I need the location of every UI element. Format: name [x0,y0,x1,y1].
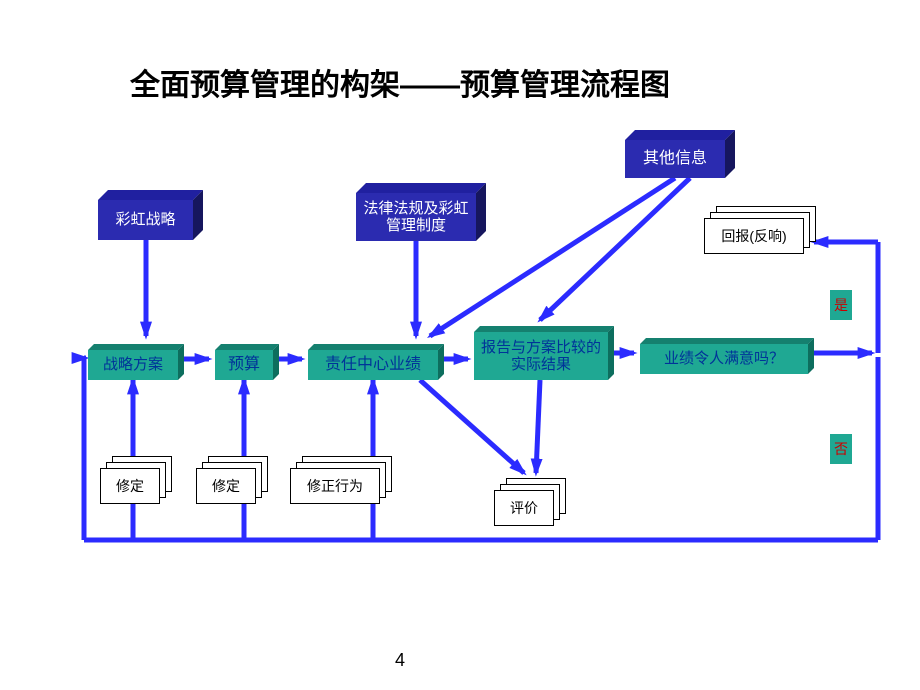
report-compare: 报告与方案比较的实际结果 [474,326,614,380]
rainbow-strategy-label: 彩虹战略 [98,200,193,240]
resp-center: 责任中心业绩 [308,344,444,380]
revise1-stack: 修定 [100,456,174,506]
evaluate-label: 评价 [494,490,554,526]
satisfied-label: 业绩令人满意吗？ [640,344,808,374]
feedback-label: 回报(反响) [704,218,804,254]
budget-label: 预算 [215,350,273,380]
other-info: 其他信息 [625,130,735,178]
satisfied: 业绩令人满意吗？ [640,338,814,374]
feedback-stack: 回报(反响) [704,206,818,256]
a-other-to-rep [540,178,690,320]
revise2-label: 修定 [196,468,256,504]
correct-stack: 修正行为 [290,456,394,506]
correct-label: 修正行为 [290,468,380,504]
rainbow-strategy: 彩虹战略 [98,190,203,240]
strategy-plan: 战略方案 [88,344,184,380]
strategy-plan-label: 战略方案 [88,350,178,380]
page-title: 全面预算管理的构架——预算管理流程图 [130,60,670,104]
revise2-stack: 修定 [196,456,270,506]
other-info-label: 其他信息 [625,140,725,178]
laws-regs-label: 法律法规及彩虹管理制度 [356,193,476,241]
resp-center-label: 责任中心业绩 [308,350,438,380]
a-eval-down1 [420,380,524,473]
no-label: 否 [830,434,852,464]
revise1-label: 修定 [100,468,160,504]
evaluate-stack: 评价 [494,478,568,528]
laws-regs: 法律法规及彩虹管理制度 [356,183,486,241]
page-number: 4 [395,650,405,671]
report-compare-label: 报告与方案比较的实际结果 [474,332,608,380]
budget: 预算 [215,344,279,380]
yes-label: 是 [830,290,852,320]
a-eval-down2 [536,380,540,473]
